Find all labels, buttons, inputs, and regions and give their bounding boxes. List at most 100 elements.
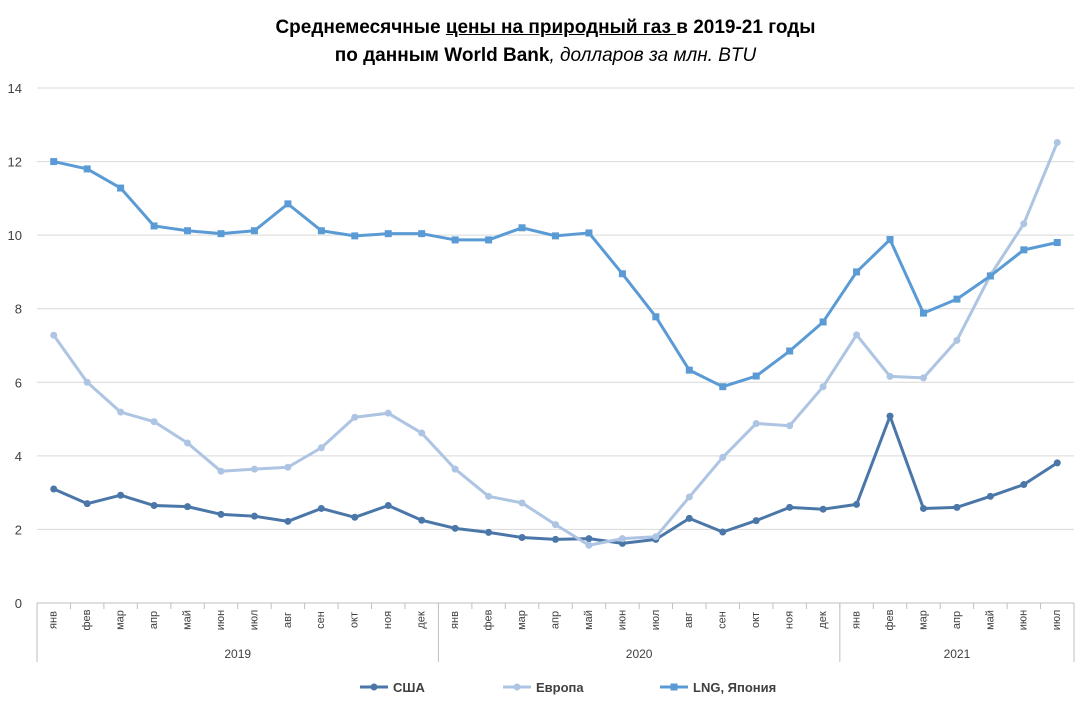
x-tick-label: мар: [115, 610, 127, 630]
x-tick-label: фев: [483, 609, 495, 630]
data-point: [886, 236, 894, 244]
data-point: [919, 504, 927, 512]
data-point: [485, 236, 493, 244]
data-point: [384, 502, 392, 510]
title-part-underlined: цены на природный газ: [445, 17, 677, 38]
data-point: [451, 465, 459, 473]
data-point: [886, 372, 894, 380]
data-point: [752, 372, 760, 380]
data-point: [618, 270, 626, 278]
x-tick-label: июл: [650, 610, 662, 631]
data-point: [1020, 220, 1028, 228]
y-tick-label: 6: [15, 375, 22, 390]
data-point: [552, 535, 559, 543]
data-point: [685, 493, 693, 501]
data-point: [652, 533, 660, 541]
data-point: [752, 419, 760, 427]
data-point: [284, 200, 292, 208]
x-tick-label: июн: [215, 610, 227, 630]
data-point: [50, 331, 58, 339]
x-tick-label: окт: [750, 612, 762, 628]
y-tick-label: 10: [8, 228, 22, 243]
data-point: [117, 184, 125, 192]
data-point: [217, 510, 225, 518]
data-point: [1053, 138, 1061, 146]
x-tick-label: сен: [315, 611, 327, 629]
data-point: [184, 227, 192, 235]
data-point: [351, 513, 359, 521]
data-point: [1053, 239, 1061, 246]
data-point: [585, 541, 593, 549]
data-point: [819, 318, 827, 326]
chart-title: Среднемесячные цены на природный газ в 2…: [0, 14, 1091, 70]
chart-title-line-2: по данным World Bank, долларов за млн. B…: [0, 42, 1091, 70]
data-point: [919, 309, 927, 317]
x-tick-label: фев: [884, 609, 896, 630]
x-tick-label: июл: [248, 610, 260, 631]
data-point: [819, 505, 827, 513]
x-tick-label: апр: [549, 611, 561, 629]
data-point: [685, 514, 693, 522]
x-tick-label: янв: [449, 611, 461, 629]
data-point: [886, 412, 894, 420]
x-tick-label: янв: [850, 611, 862, 629]
legend-label: Европа: [536, 680, 584, 695]
data-point: [451, 236, 459, 244]
legend-label: LNG, Япония: [693, 680, 776, 695]
x-tick-label: мар: [917, 610, 929, 630]
data-point: [786, 422, 794, 430]
series-line: [52, 141, 1059, 547]
data-point: [317, 227, 325, 235]
data-point: [953, 295, 961, 303]
x-tick-label: дек: [817, 611, 829, 629]
data-point: [418, 516, 426, 524]
series-line: [53, 160, 1058, 389]
data-point: [752, 517, 760, 525]
data-point: [184, 503, 192, 511]
data-point: [853, 331, 861, 339]
data-point: [117, 491, 125, 499]
data-point: [50, 485, 58, 493]
data-point: [953, 503, 961, 511]
data-point: [786, 347, 794, 355]
data-point: [819, 383, 827, 391]
data-point: [719, 453, 727, 461]
data-point: [217, 230, 225, 238]
data-point: [50, 158, 58, 166]
data-point: [351, 413, 359, 421]
data-point: [953, 336, 961, 344]
x-tick-label: дек: [416, 611, 428, 629]
data-point: [552, 232, 559, 240]
data-point: [150, 222, 158, 230]
data-point: [919, 374, 927, 382]
year-label: 2020: [626, 647, 653, 661]
data-point: [585, 229, 593, 237]
legend-label: США: [393, 680, 425, 695]
x-tick-label: июл: [1051, 610, 1063, 631]
legend-marker: [370, 683, 378, 691]
data-point: [384, 230, 392, 238]
data-point: [451, 524, 459, 532]
data-point: [518, 499, 526, 507]
title-part: по данным World Bank: [334, 45, 550, 66]
x-tick-label: май: [583, 610, 595, 630]
data-point: [317, 504, 325, 512]
chart-title-line-1: Среднемесячные цены на природный газ в 2…: [0, 14, 1091, 42]
data-point: [83, 500, 91, 508]
year-label: 2019: [224, 647, 251, 661]
data-point: [552, 521, 559, 529]
x-tick-label: авг: [683, 612, 695, 628]
data-point: [217, 467, 225, 475]
year-label: 2021: [944, 647, 971, 661]
data-point: [418, 230, 426, 238]
y-tick-label: 4: [15, 449, 22, 464]
data-point: [518, 224, 526, 232]
data-point: [1053, 459, 1061, 467]
x-tick-label: авг: [282, 612, 294, 628]
x-tick-label: фев: [81, 609, 93, 630]
title-part: Среднемесячные: [275, 17, 446, 38]
x-tick-label: окт: [349, 612, 361, 628]
legend-marker: [513, 683, 521, 691]
data-point: [518, 534, 526, 542]
data-point: [83, 165, 91, 173]
